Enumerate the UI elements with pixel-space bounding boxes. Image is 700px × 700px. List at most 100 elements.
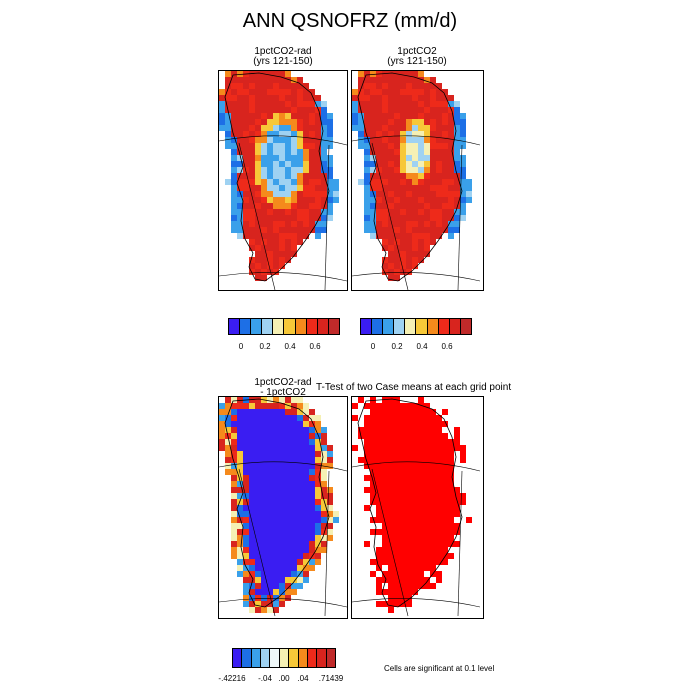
grid-cell [418,203,424,209]
grid-cell [394,131,400,137]
grid-cell [418,209,424,215]
grid-cell [267,233,273,239]
grid-cell [291,89,297,95]
grid-cell [255,239,261,245]
grid-cell [309,445,315,451]
grid-cell [231,409,237,415]
grid-cell [285,403,291,409]
grid-cell [388,197,394,203]
grid-cell [436,131,442,137]
grid-cell [309,137,315,143]
grid-cell [382,451,388,457]
grid-cell [436,469,442,475]
grid-cell [424,433,430,439]
grid-cell [291,445,297,451]
grid-cell [267,251,273,257]
grid-cell [412,263,418,269]
grid-cell [279,83,285,89]
grid-cell [364,119,370,125]
grid-cell [460,131,466,137]
grid-cell [297,227,303,233]
grid-cell [460,197,466,203]
grid-cell [231,463,237,469]
grid-cell [273,427,279,433]
grid-cell [261,511,267,517]
grid-cell [285,209,291,215]
grid-cell [279,577,285,583]
grid-cell [364,439,370,445]
grid-cell [261,529,267,535]
grid-cell [321,499,327,505]
grid-cell [406,535,412,541]
grid-cell [267,535,273,541]
grid-cell [460,161,466,167]
grid-cell [237,421,243,427]
grid-cell [327,155,333,161]
grid-cell [279,421,285,427]
grid-cell [243,565,249,571]
grid-cell [237,481,243,487]
grid-cell [460,457,466,463]
colorbar-1-label: 0.4 [284,342,296,351]
grid-cell [315,101,321,107]
grid-cell [376,203,382,209]
grid-cell [430,119,436,125]
grid-cell [394,209,400,215]
grid-cell [370,475,376,481]
grid-cell [267,595,273,601]
grid-cell [412,125,418,131]
grid-cell [394,565,400,571]
grid-cell [418,227,424,233]
grid-cell [394,505,400,511]
grid-cell [406,529,412,535]
grid-cell [442,185,448,191]
grid-cell [424,457,430,463]
grid-cell [279,77,285,83]
grid-cell [430,511,436,517]
grid-cell [243,421,249,427]
grid-cell [400,433,406,439]
grid-cell [285,523,291,529]
grid-cell [303,451,309,457]
grid-cell [285,167,291,173]
grid-cell [261,469,267,475]
grid-cell [406,215,412,221]
grid-cell [285,125,291,131]
grid-cell [382,125,388,131]
grid-cell [255,469,261,475]
grid-cell [321,469,327,475]
grid-cell [303,565,309,571]
grid-cell [454,529,460,535]
grid-cell [267,439,273,445]
grid-cell [418,493,424,499]
grid-cell [255,119,261,125]
grid-cell [243,161,249,167]
map-panel-difference [218,396,348,619]
grid-cell [424,233,430,239]
grid-cell [279,107,285,113]
grid-cell [376,451,382,457]
grid-cell [424,565,430,571]
grid-cell [303,233,309,239]
grid-cell [442,505,448,511]
grid-cell [291,95,297,101]
grid-cell [297,155,303,161]
grid-cell [430,475,436,481]
grid-cell [430,185,436,191]
grid-cell [454,101,460,107]
grid-cell [315,125,321,131]
grid-cell [460,119,466,125]
grid-cell [436,113,442,119]
grid-cell [255,149,261,155]
grid-cell [448,179,454,185]
grid-cell [303,535,309,541]
grid-cell [430,197,436,203]
grid-cell [382,397,388,403]
grid-cell [376,215,382,221]
grid-cell [430,499,436,505]
grid-cell [243,409,249,415]
grid-cell [454,191,460,197]
grid-cell [315,203,321,209]
grid-cell [352,89,358,95]
colorbar-3-swatches [232,648,336,668]
